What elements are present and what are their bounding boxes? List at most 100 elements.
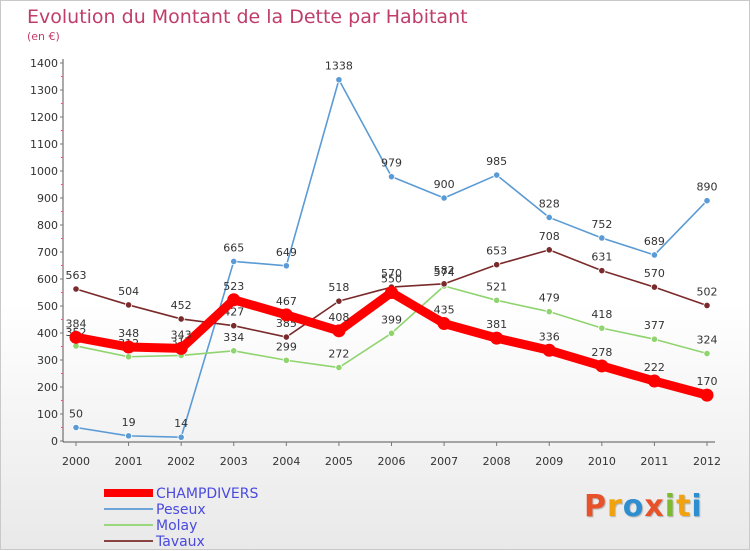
data-point-champdivers: [595, 359, 609, 373]
data-point-champdivers: [647, 374, 661, 388]
data-point-tavaux: [650, 283, 659, 291]
data-label-champdivers: 435: [434, 304, 455, 317]
data-label-tavaux: 452: [171, 299, 192, 312]
y-tick-label: 500: [37, 300, 58, 313]
data-label-champdivers: 523: [223, 280, 244, 293]
data-point-tavaux: [545, 246, 553, 254]
data-point-molay: [493, 296, 501, 304]
data-point-champdivers: [279, 308, 293, 322]
x-tick-label: 2005: [325, 455, 353, 468]
data-label-champdivers: 343: [171, 328, 192, 341]
data-point-tavaux: [177, 315, 185, 323]
data-label-champdivers: 336: [539, 330, 560, 343]
data-point-peseux: [703, 197, 711, 205]
logo-letter: r: [607, 489, 623, 524]
data-point-peseux: [493, 171, 501, 179]
data-point-molay: [703, 349, 711, 358]
data-point-peseux: [72, 423, 80, 432]
data-point-tavaux: [72, 285, 80, 293]
data-label-peseux: 890: [697, 181, 718, 194]
y-tick-label: 900: [37, 192, 58, 205]
data-point-molay: [598, 324, 606, 332]
data-label-molay: 272: [328, 348, 349, 361]
data-label-tavaux: 582: [434, 264, 455, 277]
data-point-peseux: [335, 76, 343, 84]
data-label-tavaux: 631: [591, 251, 612, 264]
data-label-molay: 574: [434, 266, 455, 279]
logo-letter: i: [691, 489, 703, 524]
y-tick-label: 800: [37, 219, 58, 232]
x-tick-label: 2000: [62, 455, 90, 468]
data-point-champdivers: [174, 341, 188, 355]
y-tick-label: 600: [37, 273, 58, 286]
x-tick-label: 2003: [220, 455, 248, 468]
data-label-champdivers: 384: [66, 317, 87, 330]
data-point-champdivers: [490, 331, 504, 345]
data-label-champdivers: 381: [486, 318, 507, 331]
data-label-peseux: 752: [591, 218, 612, 231]
data-label-tavaux: 570: [381, 267, 402, 280]
data-point-champdivers: [69, 330, 83, 344]
x-tick-label: 2008: [483, 455, 511, 468]
x-tick-label: 2001: [115, 455, 143, 468]
data-point-tavaux: [230, 322, 238, 330]
data-label-peseux: 689: [644, 235, 665, 248]
data-label-tavaux: 502: [697, 285, 718, 298]
data-point-peseux: [177, 433, 185, 441]
data-point-tavaux: [124, 301, 133, 309]
x-tick-label: 2006: [378, 455, 406, 468]
x-tick-label: 2009: [535, 455, 563, 468]
y-tick-label: 700: [37, 246, 58, 259]
y-tick-label: 0: [51, 435, 58, 448]
y-tick-label: 400: [37, 327, 58, 340]
x-tick-label: 2004: [272, 455, 300, 468]
logo-letter: o: [622, 489, 645, 524]
data-point-tavaux: [598, 267, 606, 275]
y-tick-label: 1100: [30, 138, 58, 151]
chart-title: Evolution du Montant de la Dette par Hab…: [27, 6, 468, 28]
legend-label-champdivers: CHAMPDIVERS: [156, 486, 258, 502]
data-point-tavaux: [335, 297, 343, 305]
data-label-peseux: 649: [276, 246, 297, 259]
logo-letter: i: [664, 489, 677, 524]
data-point-tavaux: [282, 333, 290, 341]
data-point-champdivers: [700, 388, 714, 402]
y-tick-label: 1300: [30, 84, 58, 97]
data-point-molay: [650, 335, 659, 343]
data-label-molay: 479: [539, 292, 560, 305]
data-label-champdivers: 550: [381, 273, 402, 286]
data-label-peseux: 985: [486, 155, 507, 168]
data-label-peseux: 14: [174, 417, 188, 430]
data-label-molay: 521: [486, 280, 507, 293]
data-point-peseux: [230, 257, 238, 266]
series-line-peseux: [75, 78, 708, 439]
data-label-champdivers: 348: [118, 327, 139, 340]
data-point-peseux: [387, 173, 396, 181]
y-tick-label: 1000: [30, 165, 58, 178]
y-tick-label: 100: [37, 408, 58, 421]
data-label-peseux: 665: [223, 241, 244, 254]
data-point-peseux: [598, 234, 606, 242]
y-tick-label: 300: [37, 354, 58, 367]
data-point-peseux: [124, 432, 133, 440]
x-tick-label: 2007: [430, 455, 458, 468]
data-label-peseux: 828: [539, 197, 560, 210]
x-tick-label: 2011: [640, 455, 668, 468]
data-label-tavaux: 518: [328, 281, 349, 294]
data-label-champdivers: 170: [697, 375, 718, 388]
data-point-champdivers: [437, 317, 451, 331]
data-label-peseux: 1338: [325, 60, 353, 73]
legend-label-molay: Molay: [156, 518, 197, 534]
legend-label-tavaux: Tavaux: [155, 534, 205, 550]
data-label-tavaux: 570: [644, 267, 665, 280]
data-point-peseux: [440, 194, 448, 202]
data-point-molay: [282, 356, 290, 364]
data-point-peseux: [650, 251, 659, 259]
data-point-champdivers: [122, 340, 136, 354]
proxiti-logo: Proxiti: [584, 489, 703, 524]
data-point-tavaux: [493, 261, 501, 269]
data-point-molay: [124, 353, 133, 361]
data-label-molay: 418: [591, 308, 612, 321]
chart-subtitle: (en €): [27, 30, 60, 43]
